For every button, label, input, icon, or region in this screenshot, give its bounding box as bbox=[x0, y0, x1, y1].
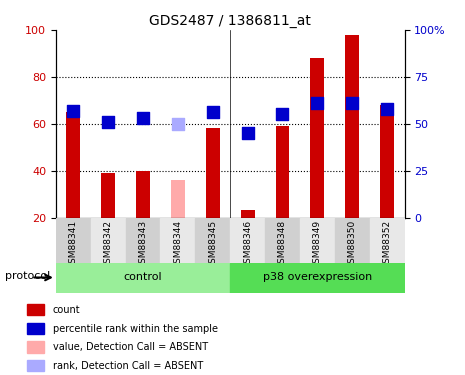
Text: GSM88345: GSM88345 bbox=[208, 220, 217, 269]
Bar bbox=[136, 171, 150, 217]
Bar bbox=[230, 217, 265, 262]
Bar bbox=[91, 217, 126, 262]
Text: value, Detection Call = ABSENT: value, Detection Call = ABSENT bbox=[53, 342, 208, 352]
Text: p38 overexpression: p38 overexpression bbox=[263, 273, 372, 282]
Bar bbox=[27, 304, 44, 315]
Bar bbox=[27, 341, 44, 352]
Bar bbox=[160, 217, 195, 262]
Point bbox=[139, 115, 146, 121]
Point bbox=[279, 111, 286, 117]
Text: control: control bbox=[124, 273, 162, 282]
Text: GSM88343: GSM88343 bbox=[139, 220, 147, 269]
Text: GSM88346: GSM88346 bbox=[243, 220, 252, 269]
Point bbox=[244, 130, 251, 136]
Point bbox=[313, 100, 321, 106]
Text: GSM88342: GSM88342 bbox=[104, 220, 113, 269]
Bar bbox=[335, 217, 370, 262]
Bar bbox=[66, 112, 80, 218]
Text: GSM88349: GSM88349 bbox=[313, 220, 322, 269]
Bar bbox=[275, 126, 289, 218]
Title: GDS2487 / 1386811_at: GDS2487 / 1386811_at bbox=[149, 13, 311, 28]
Bar bbox=[56, 217, 91, 262]
Bar bbox=[195, 217, 230, 262]
Bar bbox=[241, 210, 255, 218]
Text: rank, Detection Call = ABSENT: rank, Detection Call = ABSENT bbox=[53, 361, 203, 371]
Bar bbox=[27, 322, 44, 334]
Bar bbox=[27, 360, 44, 371]
Bar bbox=[101, 173, 115, 217]
Text: GSM88350: GSM88350 bbox=[348, 220, 357, 269]
Bar bbox=[311, 58, 324, 217]
Point bbox=[174, 121, 181, 127]
Bar bbox=[206, 128, 220, 217]
Bar bbox=[171, 180, 185, 218]
Bar bbox=[345, 35, 359, 218]
Bar bbox=[265, 217, 300, 262]
Text: GSM88341: GSM88341 bbox=[69, 220, 78, 269]
Bar bbox=[56, 262, 230, 292]
Text: count: count bbox=[53, 305, 80, 315]
Text: GSM88344: GSM88344 bbox=[173, 220, 182, 269]
Point bbox=[209, 110, 216, 116]
Text: GSM88352: GSM88352 bbox=[383, 220, 392, 269]
Point bbox=[383, 106, 391, 112]
Point bbox=[69, 108, 77, 114]
Bar bbox=[300, 217, 335, 262]
Bar bbox=[126, 217, 160, 262]
Bar bbox=[230, 262, 405, 292]
Point bbox=[349, 100, 356, 106]
Bar bbox=[370, 217, 405, 262]
Text: percentile rank within the sample: percentile rank within the sample bbox=[53, 324, 218, 333]
Bar bbox=[380, 105, 394, 218]
Point bbox=[104, 119, 112, 125]
Text: GSM88348: GSM88348 bbox=[278, 220, 287, 269]
Text: protocol: protocol bbox=[5, 271, 50, 280]
